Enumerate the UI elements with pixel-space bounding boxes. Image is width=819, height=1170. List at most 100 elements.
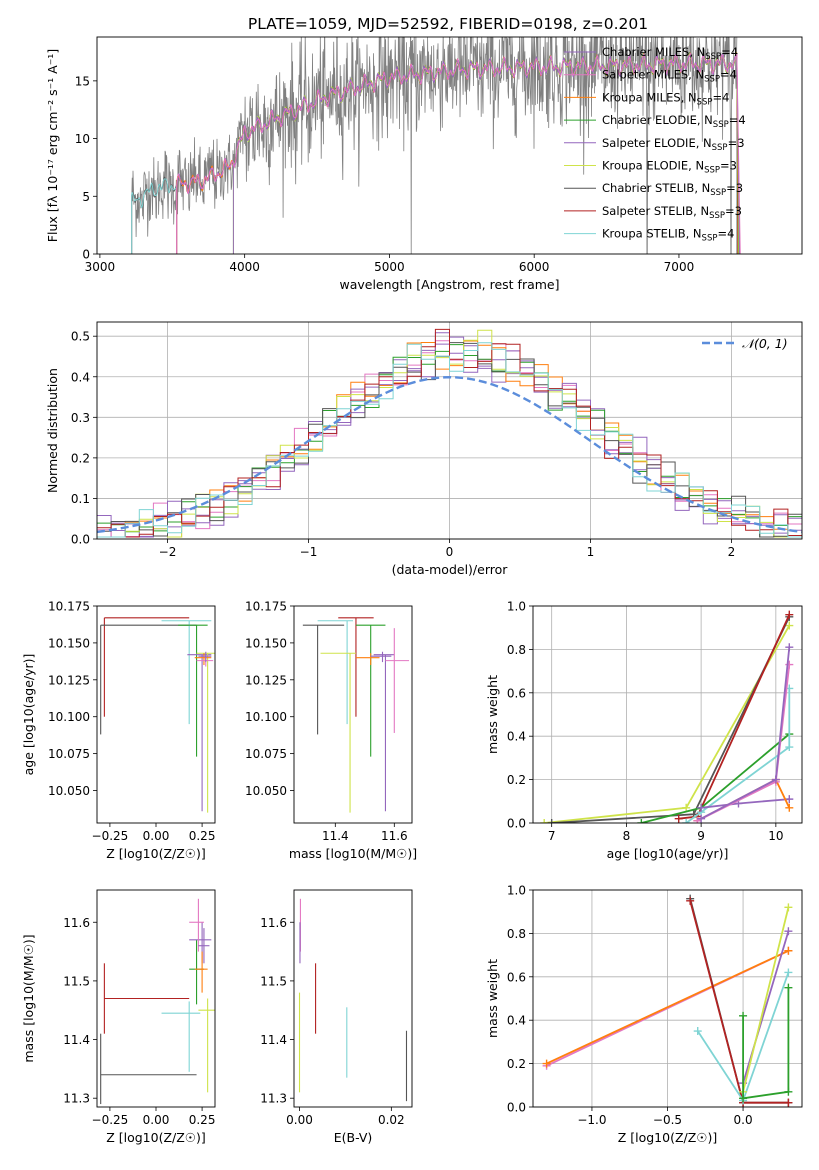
mass-weight-marker [785,743,794,752]
legend-label-main: Salpeter MILES, N [602,68,704,82]
y-tick-label: 10.125 [48,673,90,687]
model-spectrum [176,52,741,254]
mass-weight-marker [784,946,793,955]
legend-label: Salpeter STELIB, NSSP=3 [602,204,742,221]
y-tick-label: 11.4 [63,1033,90,1047]
mass-weight-marker [784,1087,793,1096]
y-tick-label: 1.0 [507,884,526,898]
y-axis-label: mass weight [485,675,500,754]
mass-weight-marker [785,803,794,812]
legend-label-sub: SSP [704,166,720,176]
y-axis-label: mass weight [485,959,500,1038]
y-axis-label: Normed distribution [45,368,60,493]
legend-label-sub: SSP [713,120,729,130]
legend-label-sub: SSP [702,234,718,244]
axes-frame [293,889,413,1108]
x-tick-label: 0.02 [378,1113,405,1127]
x-axis-label: wavelength [Angstrom, rest frame] [339,277,559,292]
plot-area [542,894,793,1107]
x-tick-label: 9 [697,829,705,843]
y-tick-label: 10 [75,132,90,146]
y-tick-label: 11.3 [260,1092,287,1106]
legend-label-suffix: =3 [726,181,743,195]
mass-vs-metallicity-panel: −0.25 0.00 0.25 11.3 11.4 11.5 11.6 Z [log10(Z/… [21,889,215,1145]
x-tick-label: −1.0 [577,1113,606,1127]
mass-weight-marker [785,621,794,630]
legend-label: Salpeter MILES, NSSP=4 [602,68,737,85]
legend-label-suffix: =4 [721,45,738,59]
legend-label: 𝒩(0, 1) [742,336,788,351]
x-tick-label: 6000 [519,260,550,274]
y-tick-label: 10.050 [48,784,90,798]
legend-label-main: Kroupa ELODIE, N [602,159,704,173]
y-tick-label: 0.4 [507,1014,526,1028]
model-spectrum [232,53,740,254]
y-tick-label: 0.2 [507,1057,526,1071]
plot-area [100,898,215,1105]
axes-frame [96,36,803,255]
mass-weight-line [689,898,789,1104]
x-tick-label: −2 [159,545,177,559]
y-tick-label: 11.6 [260,916,287,930]
mass-weight-marker [540,819,549,823]
mass-weight-marker [784,968,793,977]
y-tick-label: 11.5 [63,974,90,988]
x-tick-label: 4000 [229,260,260,274]
mass-weight-marker [682,803,691,812]
x-axis-label: mass [log10(M/M☉)] [289,846,417,861]
x-tick-label: 0.25 [189,829,216,843]
y-tick-label: 11.5 [260,974,287,988]
x-axis-label: Z [log10(Z/Z☉)] [618,1130,718,1145]
y-tick-label: 11.3 [63,1092,90,1106]
legend-label: Chabrier MILES, NSSP=4 [602,45,738,62]
y-tick-label: 11.6 [63,916,90,930]
y-tick-label: 0.6 [507,686,526,700]
mass-vs-ebv-panel: 0.00 0.02 11.3 11.4 11.5 11.6 E(B-V) [260,889,413,1145]
x-tick-label: 1 [587,545,595,559]
y-axis-label: mass [log10(M/M☉)] [21,934,36,1062]
x-tick-label: 0.0 [734,1113,753,1127]
axes-frame [96,605,216,824]
plot-area [97,328,802,538]
y-tick-label: 15 [75,74,90,88]
mass-weight-marker [674,814,683,823]
y-tick-label: 10.150 [48,636,90,650]
y-tick-label: 10.100 [245,710,287,724]
legend-label: Kroupa STELIB, NSSP=4 [602,227,734,244]
y-tick-label: 10.075 [48,747,90,761]
y-tick-label: 0.2 [507,773,526,787]
mass-weight-line [546,949,789,1065]
legend-label: Salpeter ELODIE, NSSP=3 [602,136,745,153]
mass-weight-line [742,987,790,1100]
y-tick-label: 11.4 [260,1033,287,1047]
x-tick-label: 7 [548,829,556,843]
normal-curve [97,375,802,534]
y-tick-label: 0.2 [71,451,90,465]
age-vs-metallicity-panel: −0.25 0.00 0.25 10.050 10.075 10.100 10.125 10.… [21,600,215,862]
plot-area [298,898,408,1102]
x-tick-label: 5000 [374,260,405,274]
x-tick-label: 11.4 [322,829,349,843]
mass-weight-line [685,688,791,823]
x-tick-label: 7000 [664,260,695,274]
y-tick-label: 0.4 [507,730,526,744]
plot-area [100,617,215,813]
figure-title: PLATE=1059, MJD=52592, FIBERID=0198, z=0… [248,15,648,33]
x-axis-label: Z [log10(Z/Z☉)] [106,846,206,861]
spectrum-panel: 3000 4000 5000 6000 7000 0 5 10 15 wavelength [An… [45,36,803,292]
legend-label: Chabrier STELIB, NSSP=3 [602,181,743,198]
mass-weight-line [742,930,790,1084]
legend-label: Kroupa ELODIE, NSSP=3 [602,159,737,176]
x-axis-label: (data-model)/error [392,562,509,577]
x-tick-label: −0.25 [92,829,129,843]
legend-label-main: Salpeter ELODIE, N [602,136,712,150]
legend-label-sub: SSP [704,75,720,85]
legend-label-suffix: =4 [720,68,737,82]
y-tick-label: 10.100 [48,710,90,724]
legend-label-suffix: =3 [720,159,737,173]
mass-weight-line [742,907,790,1093]
x-tick-label: 2 [728,545,736,559]
y-tick-label: 0.5 [71,330,90,344]
y-tick-label: 0.8 [507,927,526,941]
residuals-panel: −2 −1 0 1 2 0.0 0.1 0.2 0.3 0.4 0.5 (data-model)/er… [45,321,803,577]
